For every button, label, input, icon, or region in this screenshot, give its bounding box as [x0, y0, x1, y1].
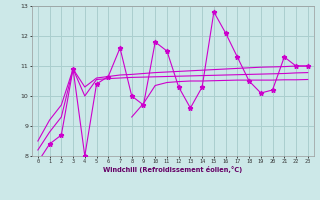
X-axis label: Windchill (Refroidissement éolien,°C): Windchill (Refroidissement éolien,°C) [103, 166, 243, 173]
